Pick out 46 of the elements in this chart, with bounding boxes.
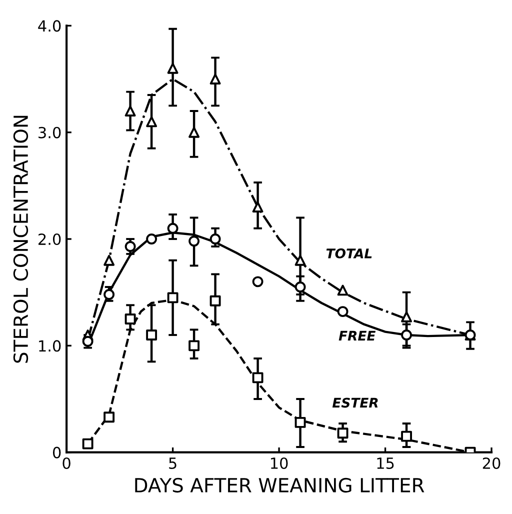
point — [104, 412, 115, 423]
x-axis-title: DAYS AFTER WEANING LITTER — [135, 478, 424, 493]
point — [146, 330, 158, 340]
y-tick-label: 0 — [52, 446, 61, 458]
point — [124, 314, 136, 324]
point — [167, 222, 178, 234]
point — [252, 372, 264, 384]
point — [210, 74, 221, 85]
point — [146, 234, 158, 244]
y-tick-label: 1.0 — [39, 340, 61, 352]
y-tick-label: 4.0 — [38, 20, 61, 32]
x-tick-label: 10 — [271, 457, 288, 470]
point — [210, 295, 221, 306]
point — [82, 438, 94, 450]
point — [124, 241, 136, 252]
point — [294, 282, 306, 292]
point — [401, 430, 412, 442]
annotation: TOTAL — [326, 248, 372, 258]
point — [104, 288, 115, 300]
point — [188, 126, 200, 138]
point — [337, 428, 348, 439]
point — [252, 202, 264, 212]
point — [337, 306, 348, 318]
point — [337, 284, 348, 296]
y-tick-label: 2.0 — [38, 233, 61, 246]
annotation: FREE — [338, 330, 376, 341]
annotation: ESTER — [332, 398, 378, 408]
point — [124, 106, 136, 116]
point — [104, 254, 115, 266]
point — [167, 62, 178, 74]
y-tick-label: 3.0 — [38, 126, 61, 138]
point — [146, 116, 158, 128]
point — [167, 292, 178, 304]
point — [294, 416, 306, 428]
point — [210, 234, 221, 244]
point — [401, 311, 412, 322]
point — [294, 254, 306, 266]
point — [188, 340, 200, 352]
point — [188, 236, 200, 247]
x-tick-label: 0 — [62, 457, 70, 470]
x-tick-label: 5 — [169, 458, 176, 470]
point — [401, 330, 412, 340]
x-tick-label: 15 — [377, 458, 394, 470]
point — [252, 276, 264, 288]
x-tick-label: 20 — [482, 457, 500, 470]
y-axis-title: STEROL CONCENTRATION — [13, 116, 28, 363]
